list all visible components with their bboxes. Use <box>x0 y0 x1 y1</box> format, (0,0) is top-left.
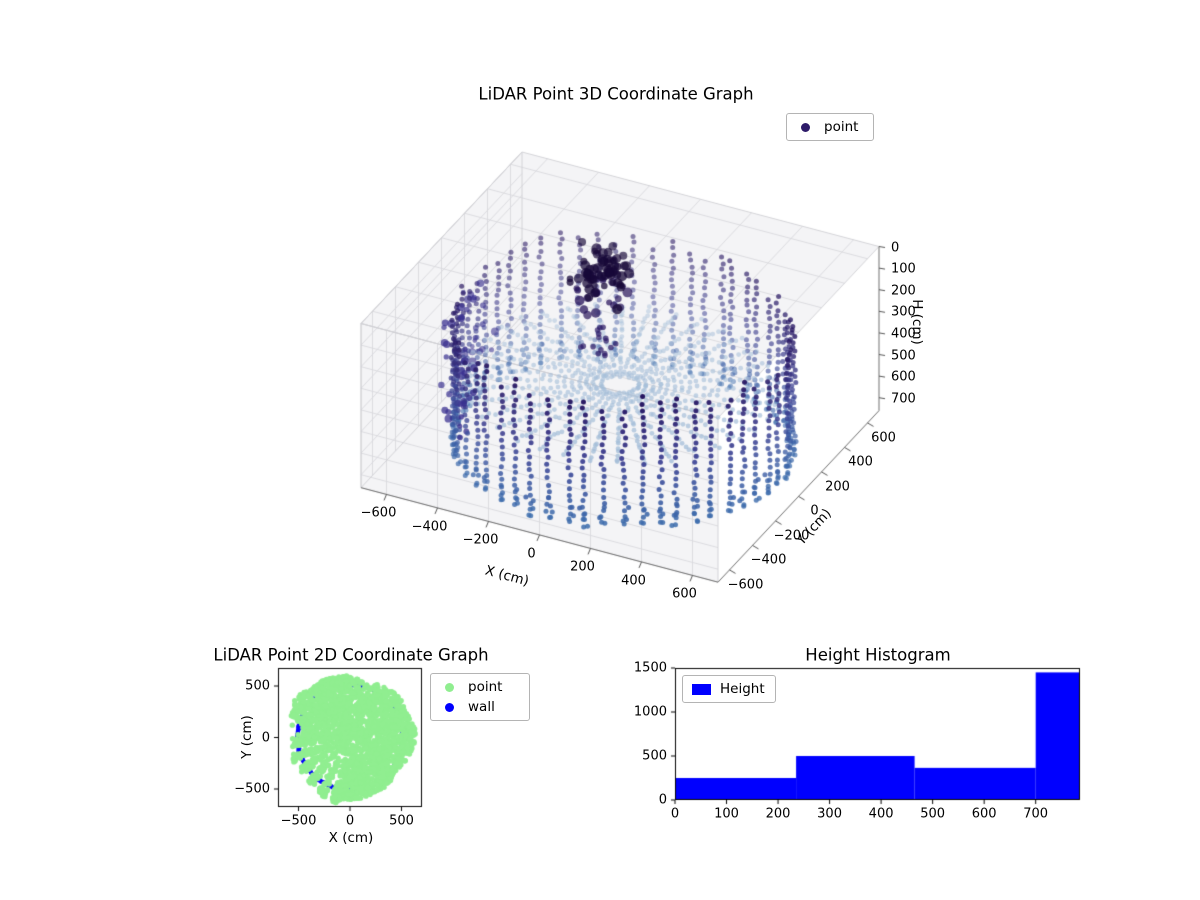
plot3d-xtick-label: −400 <box>411 519 448 535</box>
plot2d-xtick-label: 0 <box>345 813 355 829</box>
plot3d-htick-label: 300 <box>891 304 916 320</box>
plot3d-htick-label: 0 <box>891 240 900 255</box>
plot2d-legend: point wall <box>430 673 530 721</box>
wall-marker-icon <box>445 702 454 712</box>
plot3d-htick-label: 200 <box>891 283 916 299</box>
plot3d-ytick-label: −600 <box>727 577 764 593</box>
point-marker-icon <box>445 682 454 692</box>
plot2d-ytick-label: −500 <box>234 781 270 797</box>
histogram-ytick-label: 500 <box>642 748 667 764</box>
plot3d-legend: point <box>786 113 874 141</box>
histogram-title: Height Histogram <box>805 645 951 665</box>
plot2d-ylabel: Y (cm) <box>239 715 255 759</box>
plot3d-xtick-label: 200 <box>570 559 595 575</box>
legend-label: point <box>824 119 859 135</box>
histogram-xtick-label: 100 <box>714 806 739 822</box>
plot2d-xlabel: X (cm) <box>328 830 374 846</box>
histogram-xtick-label: 700 <box>1023 806 1049 822</box>
plot3d-htick-label: 700 <box>891 391 916 407</box>
legend-entry-point: point <box>796 119 863 135</box>
plot2d-xtick-label: −500 <box>280 813 317 829</box>
plot3d-xtick-label: −600 <box>360 505 397 521</box>
histogram-legend: Height <box>682 675 776 703</box>
histogram-xtick-label: 600 <box>971 806 997 822</box>
legend-entry-wall: wall <box>440 699 519 715</box>
plot3d-htick-label: 500 <box>891 348 916 363</box>
legend-label: wall <box>468 699 495 715</box>
legend-label: point <box>468 679 503 695</box>
height-patch-icon <box>692 683 711 695</box>
plot2d-ytick-label: 500 <box>245 678 270 694</box>
histogram-xtick-label: 200 <box>765 806 791 822</box>
histogram-xtick-label: 0 <box>670 806 680 822</box>
plot3d-htick-label: 600 <box>891 369 916 385</box>
plot3d-xtick-label: 400 <box>621 573 646 589</box>
histogram-xtick-label: 400 <box>868 806 894 822</box>
legend-entry-height: Height <box>692 681 765 697</box>
histogram-ytick-label: 1000 <box>633 704 667 720</box>
legend-label: Height <box>720 681 765 697</box>
histogram-ytick-label: 1500 <box>633 660 667 676</box>
plot2d-title: LiDAR Point 2D Coordinate Graph <box>213 645 489 665</box>
plot3d-ytick-label: −200 <box>773 528 810 544</box>
plot2d-xtick-label: 500 <box>389 813 414 829</box>
plot3d-xtick-label: 600 <box>672 586 697 602</box>
plot3d-ytick-label: 0 <box>810 503 819 519</box>
legend-entry-point: point <box>440 679 519 695</box>
histogram-xtick-label: 300 <box>817 806 842 822</box>
plot3d-ytick-label: −400 <box>750 552 787 568</box>
plot3d-xtick-label: 0 <box>527 546 536 562</box>
plot3d-htick-label: 400 <box>891 326 916 342</box>
plot3d-ytick-label: 400 <box>848 454 873 470</box>
plot2d-ytick-label: 0 <box>261 730 270 745</box>
plot3d-ytick-label: 200 <box>825 479 850 495</box>
histogram-ytick-label: 0 <box>658 792 667 808</box>
plot3d-title: LiDAR Point 3D Coordinate Graph <box>478 84 754 104</box>
plot3d-ytick-label: 600 <box>871 430 896 446</box>
plot3d-xtick-label: −200 <box>462 532 499 548</box>
histogram-xtick-label: 500 <box>920 806 946 822</box>
point-marker-icon <box>801 122 810 132</box>
plot3d-htick-label: 100 <box>891 261 916 277</box>
